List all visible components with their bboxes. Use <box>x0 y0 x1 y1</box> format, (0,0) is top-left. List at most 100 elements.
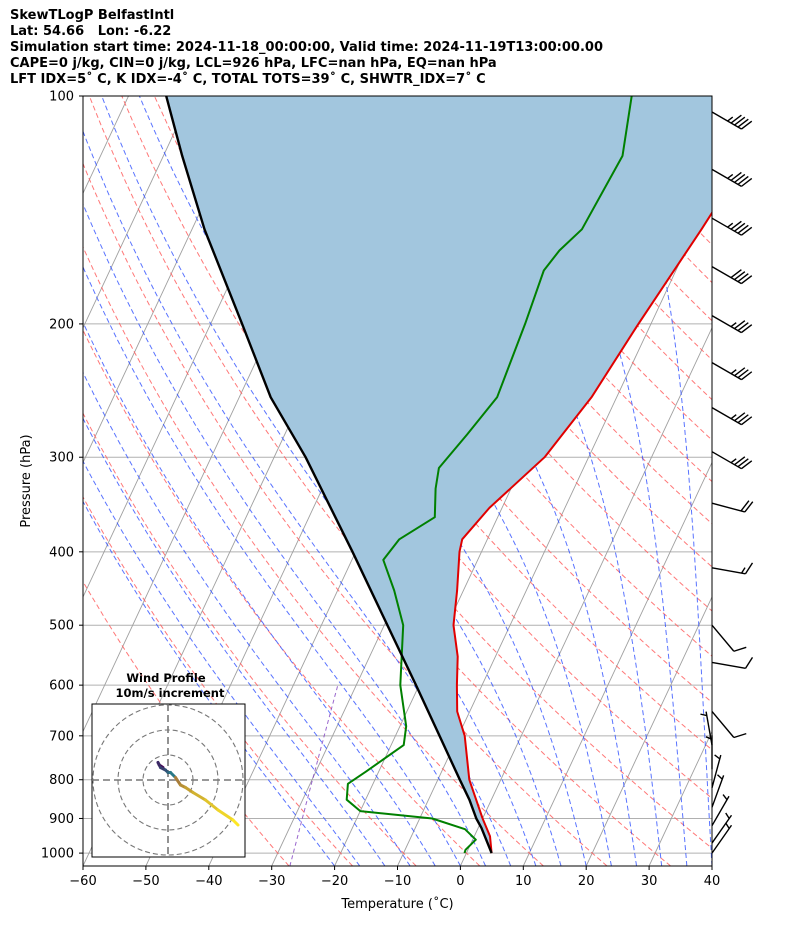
y-tick-label: 700 <box>49 729 74 744</box>
wind-barb-flag <box>733 646 747 652</box>
hodograph-plot <box>92 704 245 857</box>
chart-title: SkewTLogP BelfastIntl <box>10 8 175 23</box>
dewpoint-profile-line <box>345 96 633 854</box>
x-tick-label: −60 <box>69 874 96 889</box>
wind-barb-half-flag <box>717 774 723 780</box>
isotherm-line <box>711 864 712 866</box>
dry-adiabat-line <box>83 162 608 866</box>
wind-barb-staff <box>711 451 742 470</box>
wind-barb-half-flag <box>700 713 707 717</box>
dry-adiabat-line <box>219 96 712 704</box>
wind-barb <box>711 822 733 854</box>
hodograph-subtitle: 10m/s increment <box>116 686 225 700</box>
moist-adiabat-line <box>138 96 562 866</box>
wind-barb <box>711 314 753 334</box>
isotherm-line <box>83 96 192 329</box>
wind-barb-flag <box>741 120 753 130</box>
wind-barb-half-flag <box>730 369 737 375</box>
y-tick-label: 400 <box>49 545 74 560</box>
stability-indices-line2: LFT IDX=5˚ C, K IDX=-4˚ C, TOTAL TOTS=39… <box>10 72 486 87</box>
y-tick-label: 300 <box>49 451 74 466</box>
wind-barb <box>711 562 754 575</box>
wind-barb-flag <box>737 458 749 468</box>
wind-barb-flag <box>741 226 753 236</box>
mixing-ratio-line <box>289 684 339 866</box>
wind-barb-half-flag <box>730 414 737 420</box>
wind-barb-staff <box>711 111 742 130</box>
x-axis-label: Temperature (˚C) <box>340 896 453 912</box>
hodograph-segment <box>174 776 182 787</box>
dry-adiabat-line <box>83 245 544 866</box>
simulation-times: Simulation start time: 2024-11-18_00:00:… <box>10 40 603 55</box>
wind-barb-staff <box>711 814 733 844</box>
y-tick-label: 1000 <box>41 847 74 862</box>
y-tick-label: 500 <box>49 619 74 634</box>
wind-barb <box>711 657 754 670</box>
wind-barb-staff <box>711 711 735 738</box>
wind-barb-staff <box>711 775 725 808</box>
wind-barb <box>711 812 733 844</box>
wind-barb-flag <box>734 367 746 377</box>
x-tick-label: −10 <box>384 874 411 889</box>
wind-barb-flag <box>737 369 749 379</box>
dry-adiabat-line <box>83 580 290 866</box>
wind-barb-staff <box>711 502 746 513</box>
wind-barb-flag <box>737 118 749 128</box>
wind-barb-flag <box>744 657 754 669</box>
wind-barb-flag <box>730 220 742 230</box>
x-tick-label: −30 <box>258 874 285 889</box>
moist-adiabat-line <box>83 130 512 866</box>
wind-barb <box>711 217 753 236</box>
wind-barb-half-flag <box>730 322 737 328</box>
wind-barb <box>711 774 725 808</box>
wind-barb-flag <box>737 322 749 332</box>
isotherm-line <box>0 96 3 866</box>
y-tick-label: 200 <box>49 317 74 332</box>
wind-barb-half-flag <box>705 736 713 740</box>
wind-barb-flag <box>734 412 746 422</box>
wind-barb-staff <box>711 661 746 670</box>
wind-barb-flag <box>734 222 746 232</box>
hodograph-segment <box>184 786 195 794</box>
hodograph-segment <box>191 791 207 802</box>
wind-barb-half-flag <box>722 794 728 801</box>
wind-barb-flag <box>730 171 742 181</box>
station-location: Lat: 54.66 Lon: -6.22 <box>10 24 172 39</box>
wind-barb-staff <box>711 265 742 285</box>
y-tick-label: 100 <box>49 90 74 105</box>
wind-barb-flag <box>737 273 749 283</box>
wind-barb-staff <box>711 362 742 381</box>
x-tick-label: −20 <box>321 874 348 889</box>
isotherm-line <box>775 96 794 866</box>
wind-barb-flag <box>741 460 753 470</box>
wind-barb-half-flag <box>727 222 734 228</box>
x-tick-label: −40 <box>195 874 222 889</box>
wind-barb <box>705 735 713 770</box>
wind-barb-flag <box>741 416 753 426</box>
parcel-profile-line <box>165 96 493 854</box>
wind-barb-flag <box>741 275 753 285</box>
wind-barb-staff <box>711 795 730 827</box>
wind-barb-flag <box>734 271 746 281</box>
hodograph-title: Wind Profile <box>126 671 206 685</box>
wind-barb <box>711 451 753 470</box>
wind-barb-staff <box>711 314 742 334</box>
isotherm-line <box>459 326 712 866</box>
wind-barb-half-flag <box>727 173 734 179</box>
wind-barb-flag <box>740 500 750 512</box>
x-tick-label: 10 <box>515 874 532 889</box>
wind-barb <box>711 111 753 130</box>
dry-adiabat-line <box>88 96 671 866</box>
y-tick-label: 800 <box>49 773 74 788</box>
wind-barb-staff <box>705 711 713 746</box>
wind-barb-half-flag <box>740 567 746 574</box>
wind-barb-flag <box>741 371 753 381</box>
moist-adiabat-line <box>83 460 361 866</box>
wind-barb-flag <box>730 269 742 279</box>
wind-barb-flag <box>734 456 746 466</box>
temperature-profile-line <box>452 210 712 854</box>
wind-barb-staff <box>711 824 733 854</box>
x-tick-label: 0 <box>456 874 464 889</box>
x-tick-label: −50 <box>132 874 159 889</box>
x-tick-label: 20 <box>578 874 595 889</box>
